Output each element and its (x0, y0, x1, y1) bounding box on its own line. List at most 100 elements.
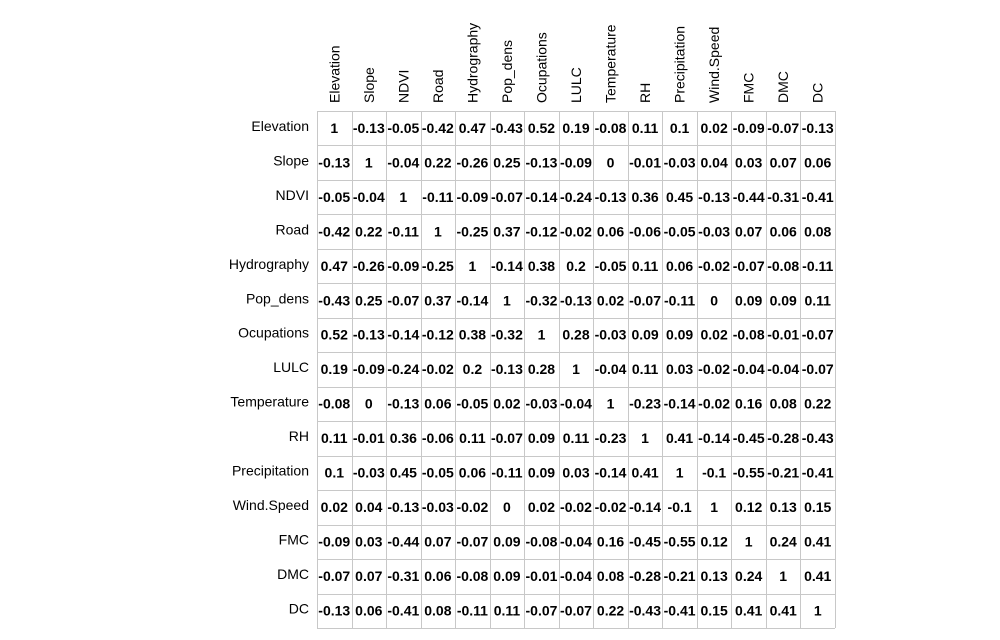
cell-value: -0.41 (802, 465, 834, 481)
cell-value: -0.14 (595, 465, 627, 481)
cell-value: 0.22 (424, 154, 451, 170)
cell-value: -0.06 (422, 430, 454, 446)
cell-value: 0.36 (390, 430, 417, 446)
cell-value: -0.01 (526, 568, 558, 584)
cell-value: 0.08 (804, 223, 831, 239)
cell-value: -0.11 (422, 189, 453, 205)
cell-value: -0.07 (456, 534, 488, 550)
cell-value: -0.14 (526, 189, 558, 205)
cell-value: 0.04 (701, 154, 728, 170)
cell-value: 0.11 (321, 430, 348, 446)
cell-value: -0.11 (802, 258, 833, 274)
cell-value: -0.06 (629, 223, 661, 239)
cell-value: 0.41 (804, 568, 831, 584)
cell-value: -0.03 (664, 154, 696, 170)
cell-value: -0.42 (422, 120, 454, 136)
cell-value: -0.44 (733, 189, 765, 205)
column-label: Precipitation (672, 26, 688, 103)
cell-value: -0.01 (767, 327, 799, 343)
cell-value: 0.07 (424, 534, 451, 550)
cell-value: 0.02 (528, 499, 555, 515)
cell-value: 0.52 (528, 120, 555, 136)
cell-value: -0.07 (318, 568, 350, 584)
cell-value: 0.22 (597, 602, 624, 618)
column-label: FMC (741, 73, 757, 103)
cell-value: -0.13 (353, 327, 385, 343)
cell-value: -0.02 (698, 396, 730, 412)
column-label: NDVI (395, 70, 411, 103)
cell-value: 0.41 (666, 430, 693, 446)
cell-value: -0.02 (560, 223, 592, 239)
column-label: Wind.Speed (706, 27, 722, 103)
cell-value: -0.13 (595, 189, 627, 205)
cell-value: 0.06 (424, 568, 451, 584)
cell-value: -0.21 (664, 568, 696, 584)
row-label: DC (289, 600, 309, 616)
cell-value: 0 (607, 154, 615, 170)
cell-value: 1 (365, 154, 373, 170)
column-label: DC (810, 83, 826, 103)
cell-value: 1 (814, 602, 822, 618)
row-label: Hydrography (229, 256, 309, 272)
cell-value: 0.19 (321, 361, 348, 377)
cell-value: -0.24 (387, 361, 419, 377)
cell-value: -0.04 (560, 534, 592, 550)
cell-value: 0.28 (562, 327, 589, 343)
cell-value: 0.41 (770, 602, 797, 618)
cell-value: -0.08 (526, 534, 558, 550)
column-label: Hydrography (464, 23, 480, 103)
cell-value: -0.09 (318, 534, 350, 550)
cell-value: 1 (503, 292, 511, 308)
row-label: FMC (279, 532, 309, 548)
cell-value: -0.41 (664, 602, 696, 618)
cell-value: 0.16 (597, 534, 624, 550)
cell-value: 0.12 (735, 499, 762, 515)
cell-value: 0.1 (325, 465, 345, 481)
row-label: LULC (273, 359, 309, 375)
cell-value: 0.1 (670, 120, 690, 136)
cell-value: -0.1 (668, 499, 692, 515)
column-label: LULC (568, 67, 584, 103)
cell-value: 0.07 (355, 568, 382, 584)
cell-value: -0.13 (698, 189, 730, 205)
cell-value: 0 (365, 396, 373, 412)
cell-value: -0.31 (387, 568, 419, 584)
cell-value: 1 (434, 223, 442, 239)
cell-value: -0.02 (560, 499, 592, 515)
cell-value: -0.14 (491, 258, 523, 274)
cell-value: 0.06 (459, 465, 486, 481)
cell-value: -0.08 (456, 568, 488, 584)
cell-value: 0.41 (804, 534, 831, 550)
cell-value: 0.06 (770, 223, 797, 239)
cell-value: -0.25 (422, 258, 454, 274)
cell-value: 0.09 (666, 327, 693, 343)
cell-value: 0.03 (735, 154, 762, 170)
cell-value: 0.09 (528, 465, 555, 481)
cell-value: 0.02 (701, 327, 728, 343)
cell-value: 0.11 (494, 602, 521, 618)
cell-value: -0.04 (767, 361, 799, 377)
cell-value: -0.23 (629, 396, 661, 412)
cell-value: -0.45 (629, 534, 661, 550)
row-label: Wind.Speed (233, 497, 309, 513)
cell-value: 0.09 (631, 327, 658, 343)
cell-value: 1 (641, 430, 649, 446)
cell-value: 0.15 (701, 602, 728, 618)
cell-value: -0.14 (664, 396, 696, 412)
cell-value: -0.44 (387, 534, 419, 550)
cell-value: -0.14 (629, 499, 661, 515)
cell-value: 0.2 (463, 361, 483, 377)
cell-value: -0.13 (318, 602, 350, 618)
row-label: Pop_dens (246, 290, 309, 306)
cell-value: -0.04 (387, 154, 419, 170)
cell-value: 0.47 (459, 120, 486, 136)
cell-value: -0.25 (456, 223, 488, 239)
cell-value: 0.15 (804, 499, 831, 515)
cell-value: -0.02 (595, 499, 627, 515)
cell-value: -0.43 (318, 292, 350, 308)
cell-value: 0.09 (770, 292, 797, 308)
cell-value: 0.06 (804, 154, 831, 170)
cell-value: 0.09 (735, 292, 762, 308)
cell-value: -0.13 (802, 120, 834, 136)
